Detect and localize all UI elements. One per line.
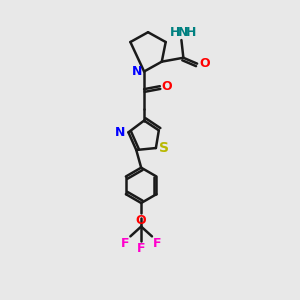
Text: N: N (115, 126, 125, 139)
Text: F: F (121, 237, 129, 250)
Text: O: O (162, 80, 172, 93)
Text: F: F (137, 242, 146, 255)
Text: H: H (170, 26, 180, 39)
Text: O: O (199, 57, 210, 70)
Text: H: H (186, 26, 197, 39)
Text: N: N (178, 26, 188, 39)
Text: N: N (131, 65, 142, 78)
Text: S: S (159, 141, 169, 155)
Text: O: O (136, 214, 146, 227)
Text: F: F (153, 237, 161, 250)
